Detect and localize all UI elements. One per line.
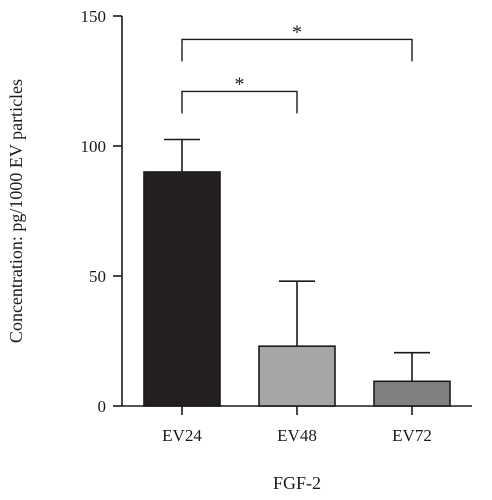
significance-bracket-2 bbox=[181, 38, 413, 62]
bar-ev48 bbox=[258, 345, 336, 407]
bars bbox=[143, 171, 451, 407]
y-tick-label-0: 0 bbox=[98, 397, 107, 416]
x-axis: EV24 EV48 EV72 bbox=[122, 405, 472, 445]
x-axis-title: FGF-2 bbox=[273, 473, 321, 493]
significance-star-2: * bbox=[292, 21, 302, 43]
y-tick-label-50: 50 bbox=[89, 267, 106, 286]
bar-ev24 bbox=[143, 171, 221, 407]
y-ticks: 0 50 100 150 bbox=[81, 7, 122, 416]
error-bar-ev48 bbox=[279, 280, 315, 347]
x-tick-label-ev48: EV48 bbox=[277, 426, 317, 445]
error-bar-ev72 bbox=[394, 351, 430, 382]
error-bars bbox=[164, 138, 430, 382]
x-ticks: EV24 EV48 EV72 bbox=[162, 406, 432, 445]
significance-brackets: ** bbox=[181, 21, 413, 114]
x-tick-label-ev24: EV24 bbox=[162, 426, 202, 445]
y-axis: 0 50 100 150 bbox=[81, 7, 123, 416]
y-axis-title: Concentration: pg/1000 EV particles bbox=[6, 79, 26, 343]
x-tick-label-ev72: EV72 bbox=[392, 426, 432, 445]
y-tick-label-150: 150 bbox=[81, 7, 107, 26]
bar-ev72 bbox=[373, 380, 451, 407]
error-bar-ev24 bbox=[164, 138, 200, 172]
significance-bracket-1 bbox=[181, 90, 298, 114]
y-tick-label-100: 100 bbox=[81, 137, 107, 156]
significance-star-1: * bbox=[235, 73, 245, 95]
